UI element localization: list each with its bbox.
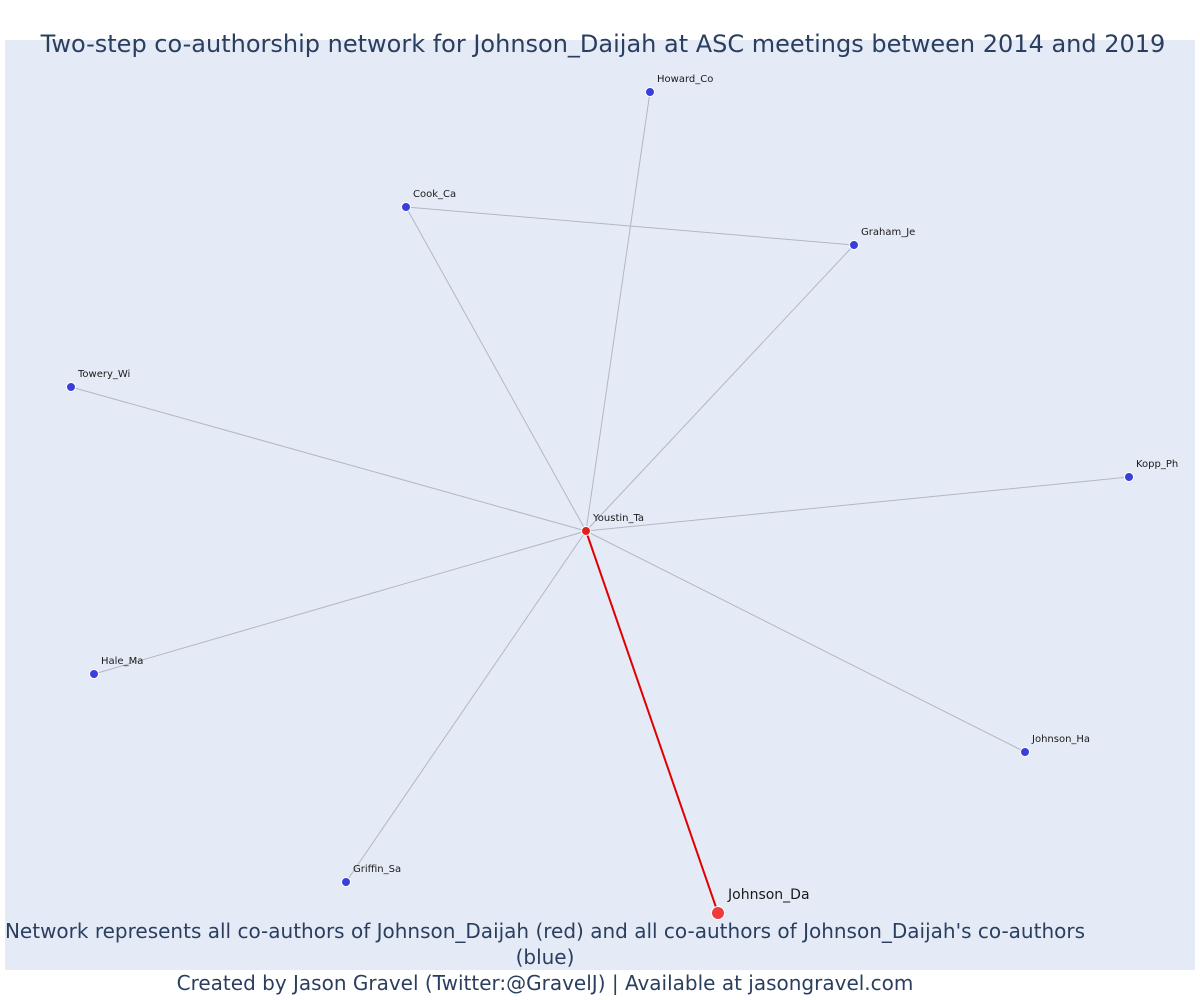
footer-line-1: Network represents all co-authors of Joh… [4, 919, 1086, 969]
node-label-Kopp_Ph: Kopp_Ph [1136, 459, 1178, 470]
node-label-Johnson_Da: Johnson_Da [727, 887, 810, 903]
label-layer: Johnson_Da Youstin_Ta Howard_Co Cook_Ca Grah… [77, 74, 1178, 903]
edge-Youstin_Ta-Hale_Ma [93, 530, 587, 675]
edge-Youstin_Ta-Kopp_Ph [585, 476, 1130, 532]
edge-Youstin_Ta-Griffin_Sa [345, 530, 587, 883]
edge-Johnson_Da-Youstin_Ta [585, 530, 719, 914]
node-label-Howard_Co: Howard_Co [657, 74, 713, 85]
node-Graham_Je[interactable] [849, 240, 859, 250]
edge-Youstin_Ta-Cook_Ca [405, 206, 587, 532]
node-label-Johnson_Ha: Johnson_Ha [1031, 734, 1090, 745]
node-label-Towery_Wi: Towery_Wi [77, 369, 130, 380]
footer-line-2: Created by Jason Gravel (Twitter:@Gravel… [176, 971, 914, 995]
node-layer [66, 87, 1134, 920]
chart-title: Two-step co-authorship network for Johns… [40, 30, 1166, 58]
footer-caption: Network represents all co-authors of Joh… [0, 918, 1090, 996]
node-label-Griffin_Sa: Griffin_Sa [353, 864, 401, 875]
node-Youstin_Ta[interactable] [581, 526, 591, 536]
edge-Youstin_Ta-Graham_Je [585, 244, 855, 532]
edge-Youstin_Ta-Johnson_Ha [585, 530, 1026, 753]
node-label-Youstin_Ta: Youstin_Ta [592, 513, 644, 524]
node-Cook_Ca[interactable] [401, 202, 411, 212]
node-Johnson_Ha[interactable] [1020, 747, 1030, 757]
node-Hale_Ma[interactable] [89, 669, 99, 679]
node-Towery_Wi[interactable] [66, 382, 76, 392]
node-Kopp_Ph[interactable] [1124, 472, 1134, 482]
node-label-Graham_Je: Graham_Je [861, 227, 915, 238]
edge-Cook_Ca-Graham_Je [405, 206, 855, 246]
node-Johnson_Da[interactable] [711, 906, 725, 920]
plot-background [5, 40, 1195, 970]
edge-layer [70, 91, 1130, 914]
edge-Youstin_Ta-Howard_Co [585, 91, 651, 532]
node-label-Cook_Ca: Cook_Ca [413, 189, 456, 200]
node-label-Hale_Ma: Hale_Ma [101, 656, 143, 667]
edge-Youstin_Ta-Towery_Wi [70, 386, 587, 532]
node-Griffin_Sa[interactable] [341, 877, 351, 887]
node-Howard_Co[interactable] [645, 87, 655, 97]
